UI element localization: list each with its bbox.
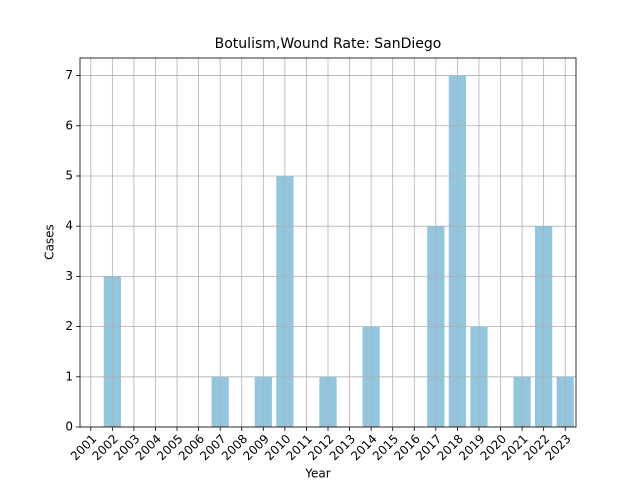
axes-frame — [79, 57, 577, 428]
y-tick-label: 6 — [65, 118, 73, 132]
x-axis-label: Year — [304, 467, 330, 480]
chart-title: Botulism,Wound Rate: SanDiego — [215, 36, 442, 52]
y-tick-label: 7 — [65, 68, 73, 82]
y-tick-label: 3 — [65, 269, 73, 283]
y-tick-label: 4 — [65, 219, 73, 233]
y-tick-label: 0 — [65, 420, 73, 434]
y-tick-label: 2 — [65, 319, 73, 333]
y-axis-label: Cases — [43, 224, 57, 260]
y-tick-label: 5 — [65, 168, 73, 182]
y-tick-label: 1 — [65, 369, 73, 383]
